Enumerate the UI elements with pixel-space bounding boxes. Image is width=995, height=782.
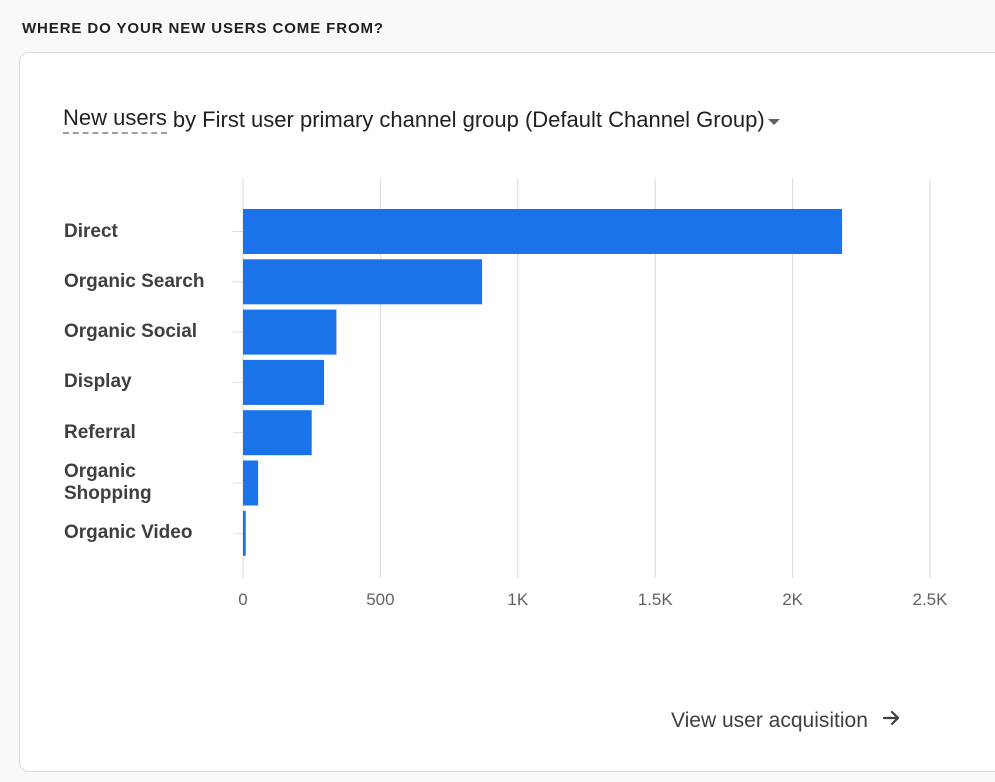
category-label-line: Shopping (64, 483, 152, 504)
bar-display[interactable] (243, 359, 325, 405)
bar-organic-shopping[interactable] (243, 460, 259, 506)
bar-chart (233, 178, 931, 578)
x-tick-label: 2K (782, 590, 803, 609)
category-label-line: Organic Social (64, 321, 198, 343)
bar-organic-social[interactable] (243, 309, 337, 355)
bar-direct[interactable] (243, 209, 843, 254)
category-label-line: Referral (64, 421, 136, 443)
caret-down-icon[interactable] (767, 107, 781, 133)
x-tick-label: 1.5K (637, 590, 673, 609)
category-label: Direct (64, 209, 239, 254)
category-label: Organic Video (64, 511, 239, 556)
arrow-right-icon (882, 709, 902, 733)
metric-selector[interactable]: New users (63, 105, 167, 134)
category-label-line: Display (64, 371, 132, 393)
dimension-selector[interactable]: First user primary channel group (Defaul… (202, 106, 765, 132)
view-link-label: View user acquisition (671, 709, 868, 732)
bar-organic-video[interactable] (243, 510, 246, 556)
category-label: Organic Search (64, 259, 239, 304)
bar-organic-search[interactable] (243, 259, 483, 305)
chart-card: New users by First user primary channel … (19, 52, 995, 772)
category-label: Referral (64, 410, 239, 455)
category-label: Organic Social (64, 310, 239, 355)
category-label: Organic Shopping (64, 461, 239, 506)
category-label-line: Organic Video (64, 522, 193, 544)
category-label: Display (64, 360, 239, 405)
chart-title: New users by First user primary channel … (63, 105, 781, 134)
x-tick-label: 0 (238, 590, 248, 609)
bar-referral[interactable] (243, 410, 312, 456)
category-label-line: Organic Search (64, 270, 205, 292)
category-label-line: Organic (64, 461, 136, 482)
title-connector: by (172, 106, 197, 132)
x-tick-label: 500 (366, 590, 395, 609)
section-heading: WHERE DO YOUR NEW USERS COME FROM? (22, 20, 384, 37)
x-tick-label: 1K (507, 590, 529, 609)
category-label-line: Direct (64, 220, 118, 242)
view-user-acquisition-link[interactable]: View user acquisition (671, 709, 902, 733)
x-tick-label: 2.5K (912, 590, 948, 609)
